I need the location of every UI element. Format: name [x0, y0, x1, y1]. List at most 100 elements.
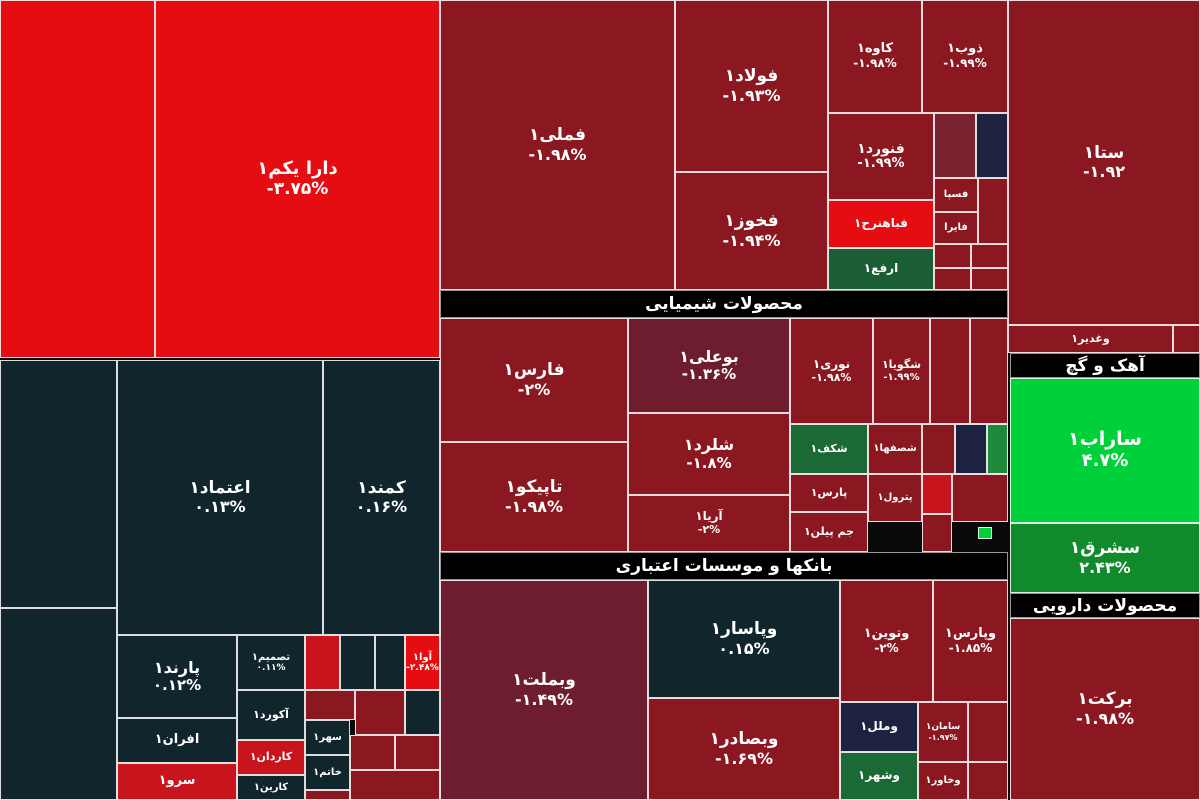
treemap-filler-tile — [934, 268, 971, 290]
sector-header: محصولات دارویی — [1010, 593, 1200, 618]
treemap-tile[interactable]: شصفها۱ — [868, 424, 922, 474]
tile-symbol: فنورد۱ — [857, 140, 905, 157]
treemap-tile[interactable]: سشرق۱ ۲.۴۳% — [1010, 523, 1200, 593]
treemap-tile[interactable]: کاوه۱ -۱.۹۸% — [828, 0, 922, 113]
treemap-tile[interactable]: وخاور۱ — [918, 762, 968, 800]
treemap-filler-tile — [305, 635, 340, 690]
tile-change: ۴.۷% — [1081, 450, 1129, 472]
treemap-tile[interactable]: وشهر۱ — [840, 752, 918, 800]
treemap-tile[interactable]: پارس۱ — [790, 474, 868, 512]
treemap-tile[interactable]: وپارس۱ -۱.۸۵% — [933, 580, 1008, 702]
tile-change: ۲.۴۳% — [1079, 557, 1131, 577]
treemap-tile[interactable]: خاتم۱ — [305, 755, 350, 790]
treemap-filler-tile — [952, 474, 1008, 522]
treemap-tile[interactable]: اعتماد۱ ۰.۱۳% — [117, 360, 323, 635]
treemap-filler-tile — [968, 762, 1008, 800]
treemap-tile[interactable]: تصمیم۱ ۰.۱۱% — [237, 635, 305, 690]
treemap-tile[interactable]: فنورد۱ -۱.۹۹% — [828, 113, 934, 200]
treemap-tile[interactable]: فخوز۱ -۱.۹۴% — [675, 172, 828, 290]
treemap-tile[interactable]: وملل۱ — [840, 702, 918, 752]
tile-symbol: سرو۱ — [158, 773, 196, 789]
tile-symbol: بوعلی۱ — [679, 346, 739, 366]
treemap-filler-tile — [350, 770, 440, 800]
treemap-filler-tile — [934, 244, 971, 268]
treemap-tile[interactable]: وتوین۱ -۲% — [840, 580, 933, 702]
treemap-tile[interactable]: دارا یکم۱ -۳.۷۵% — [155, 0, 440, 358]
tile-symbol: وغدیر۱ — [1071, 331, 1110, 345]
treemap-tile[interactable]: وغدیر۱ — [1008, 325, 1173, 353]
treemap-tile[interactable]: ستا۱ -۱.۹۲ — [1008, 0, 1200, 325]
treemap-tile[interactable]: سهر۱ — [305, 720, 350, 755]
treemap-tile[interactable]: فارس۱ -۲% — [440, 318, 628, 442]
treemap-tile[interactable]: آکورد۱ — [237, 690, 305, 740]
treemap-filler-tile — [934, 113, 976, 178]
treemap-tile[interactable]: کاردان۱ — [237, 740, 305, 775]
treemap-tile[interactable]: پارند۱ ۰.۱۲% — [117, 635, 237, 718]
tile-change: -۱.۳۶% — [681, 365, 737, 384]
treemap-tile[interactable]: سامان۱ -۱.۹۷% — [918, 702, 968, 762]
tile-change: -۲% — [874, 640, 899, 655]
treemap-filler-tile — [976, 113, 1008, 178]
treemap-filler-tile — [971, 268, 1008, 290]
tile-change: -۱.۹۸% — [504, 496, 564, 516]
tile-symbol: شلرد۱ — [683, 435, 735, 455]
treemap-tile[interactable]: تاپیکو۱ -۱.۹۸% — [440, 442, 628, 552]
tile-change: -۱.۸% — [686, 453, 732, 472]
treemap-filler-tile — [355, 690, 405, 735]
treemap-tile[interactable]: ساراب۱ ۴.۷% — [1010, 378, 1200, 523]
tile-change: -۱.۸۵% — [948, 640, 993, 655]
treemap-filler-tile — [375, 635, 405, 690]
treemap-filler-tile — [922, 424, 955, 474]
treemap-tile[interactable]: فایرا — [934, 212, 978, 244]
tile-symbol: پترول۱ — [877, 492, 913, 504]
tile-symbol: برکت۱ — [1077, 689, 1133, 710]
treemap-tile[interactable]: نوری۱ -۱.۹۸% — [790, 318, 873, 424]
treemap-tile[interactable]: وپاسار۱ ۰.۱۵% — [648, 580, 840, 698]
treemap-tile[interactable]: شلرد۱ -۱.۸% — [628, 413, 790, 495]
tile-symbol: وخاور۱ — [925, 775, 961, 787]
tile-change: -۱.۹۹% — [857, 156, 905, 172]
treemap-tile[interactable]: بوعلی۱ -۱.۳۶% — [628, 318, 790, 413]
treemap-tile[interactable]: شکف۱ — [790, 424, 868, 474]
tile-symbol: جم پیلن۱ — [803, 524, 855, 538]
treemap-tile[interactable]: برکت۱ -۱.۹۸% — [1010, 618, 1200, 800]
treemap-tile[interactable]: فباهنرح۱ — [828, 200, 934, 248]
treemap-tile[interactable]: ذوب۱ -۱.۹۹% — [922, 0, 1008, 113]
treemap-tile[interactable]: افران۱ — [117, 718, 237, 763]
tile-change: -۱.۶۹% — [714, 748, 774, 768]
treemap-tile[interactable]: پترول۱ — [868, 474, 922, 522]
treemap-tile[interactable]: فسپا — [934, 178, 978, 212]
treemap-tile[interactable]: شگویا۱ -۱.۹۹% — [873, 318, 930, 424]
treemap-tile[interactable]: وبملت۱ -۱.۴۹% — [440, 580, 648, 800]
treemap-tile[interactable]: فولاد۱ -۱.۹۳% — [675, 0, 828, 172]
treemap-tile[interactable]: سرو۱ — [117, 763, 237, 800]
treemap-tile[interactable]: وبصادر۱ -۱.۶۹% — [648, 698, 840, 800]
treemap-tile[interactable]: کارین۱ — [237, 775, 305, 800]
tile-symbol: سهر۱ — [313, 731, 342, 743]
tile-symbol: فخوز۱ — [724, 211, 779, 232]
tile-change: -۱.۹۲ — [1083, 162, 1126, 182]
treemap-tile[interactable]: ارفع۱ — [828, 248, 934, 290]
tile-symbol: خاتم۱ — [313, 766, 342, 778]
tile-change: -۱.۹۹% — [943, 56, 987, 71]
treemap-tile[interactable]: جم پیلن۱ — [790, 512, 868, 552]
treemap-filler-tile — [350, 735, 395, 770]
treemap-tile[interactable] — [0, 0, 155, 358]
tile-change: ۰.۱۶% — [355, 497, 408, 517]
tile-change: -۱.۴۹% — [514, 689, 574, 709]
tile-symbol: وپاسار۱ — [710, 619, 778, 640]
treemap-filler-tile — [922, 514, 952, 552]
treemap-filler-tile — [305, 790, 350, 800]
treemap-tile[interactable]: فملی۱ -۱.۹۸% — [440, 0, 675, 290]
tile-symbol: فملی۱ — [528, 125, 587, 146]
treemap-tile[interactable]: آوا۱ -۲.۴۸% — [405, 635, 440, 690]
tile-symbol: کمند۱ — [357, 477, 406, 498]
treemap-tile[interactable]: کمند۱ ۰.۱۶% — [323, 360, 440, 635]
tile-symbol: وبصادر۱ — [709, 729, 779, 750]
tile-symbol: وتوین۱ — [863, 625, 910, 641]
tile-symbol: افران۱ — [154, 732, 200, 748]
treemap-tile[interactable]: آریا۱ -۲% — [628, 495, 790, 552]
treemap-filler-tile — [922, 474, 952, 514]
treemap-filler-tile — [978, 527, 992, 539]
